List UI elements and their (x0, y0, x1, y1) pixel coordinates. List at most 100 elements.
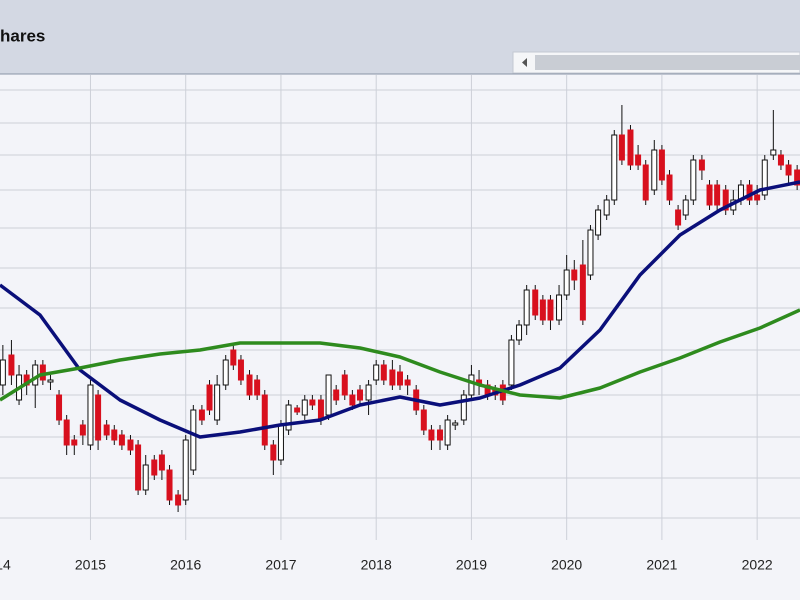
candle-body (452, 422, 459, 426)
candle-body (618, 134, 625, 161)
candle-body (785, 164, 792, 176)
candle-body (151, 459, 158, 476)
candle-body (79, 424, 86, 436)
candle-body (230, 349, 237, 366)
x-tick-label: 2015 (75, 557, 106, 573)
candle-body (754, 194, 761, 201)
candle-body (397, 371, 403, 386)
candle-body (111, 429, 118, 441)
candle-body (428, 429, 435, 441)
candle-body (333, 389, 340, 401)
candle-body (206, 384, 213, 411)
candle-body (675, 209, 682, 226)
candle-body (516, 324, 523, 341)
candle-body (118, 434, 125, 446)
candle-body (547, 299, 554, 321)
candle-body (571, 269, 578, 281)
x-tick-label: 2014 (0, 557, 11, 573)
candle-body (627, 129, 634, 166)
candle-body (285, 404, 292, 431)
candle-body (690, 159, 697, 201)
candle-body (508, 339, 515, 386)
candle-body (175, 494, 182, 506)
plot-background (0, 74, 800, 600)
candle-body (341, 374, 348, 396)
candle-body (246, 374, 253, 396)
candle-body (642, 164, 649, 201)
candle-body (651, 149, 658, 191)
candle-body (706, 184, 713, 206)
chart-title: hares (0, 26, 45, 45)
scrollbar-thumb[interactable] (535, 55, 800, 70)
candle-body (761, 159, 768, 196)
scroll-left-arrow[interactable] (522, 58, 527, 67)
scrollbar[interactable] (512, 51, 800, 74)
candle-body (309, 399, 316, 406)
candle-body (420, 409, 427, 431)
candle-body (127, 439, 134, 451)
candle-body (635, 154, 642, 166)
candle-body (587, 229, 594, 276)
candle-body (532, 289, 539, 316)
candle-body (158, 454, 165, 471)
candle-body (523, 289, 530, 326)
candle-body (301, 399, 308, 416)
candle-body (294, 407, 301, 413)
candle-body (87, 384, 94, 446)
moving-average-line (0, 180, 800, 439)
candle-body (714, 184, 721, 206)
candle-body (770, 149, 777, 156)
candle-body (380, 364, 387, 381)
candle-body (658, 149, 665, 181)
x-tick-label: 2021 (646, 557, 677, 573)
candle-body (357, 389, 363, 401)
candle-body (0, 359, 6, 386)
candle-body (261, 394, 268, 446)
candle-body (325, 374, 332, 416)
candle-body (682, 199, 689, 216)
candle-body (142, 464, 149, 491)
candle-body (47, 379, 54, 383)
candle-body (198, 409, 205, 421)
candle-body (222, 359, 229, 386)
candle-body (777, 154, 784, 166)
candle-body (611, 134, 618, 201)
candle-body (166, 469, 173, 501)
candle-body (317, 399, 324, 421)
candle-body (214, 384, 221, 421)
candle-body (237, 359, 244, 381)
x-tick-label: 2022 (742, 557, 773, 573)
x-tick-label: 2020 (551, 557, 582, 573)
candle-body (365, 384, 372, 401)
candle-body (444, 419, 451, 446)
candle-body (404, 379, 411, 386)
candle-body (563, 269, 570, 296)
candle-body (539, 299, 546, 321)
x-tick-label: 2016 (170, 557, 201, 573)
candle-body (95, 394, 102, 441)
candle-body (595, 209, 602, 236)
candle-body (270, 444, 277, 461)
candle-body (63, 419, 70, 446)
candle-body (389, 369, 396, 386)
candle-body (460, 394, 467, 421)
candle-body (349, 394, 356, 406)
x-tick-label: 2018 (361, 557, 392, 573)
candle-body (182, 439, 189, 501)
candle-body (603, 199, 610, 216)
candle-body (135, 444, 142, 491)
candle-body (103, 424, 110, 436)
candle-body (579, 264, 586, 321)
candle-body (373, 364, 380, 381)
candle-body (468, 374, 475, 396)
candle-body (8, 354, 15, 376)
moving-average-line (0, 308, 800, 402)
candle-body (190, 409, 197, 471)
candle-body (556, 294, 563, 321)
candle-body (71, 439, 78, 446)
candle-body (722, 189, 729, 211)
x-tick-label: 2017 (265, 557, 296, 573)
candle-body (254, 379, 261, 396)
